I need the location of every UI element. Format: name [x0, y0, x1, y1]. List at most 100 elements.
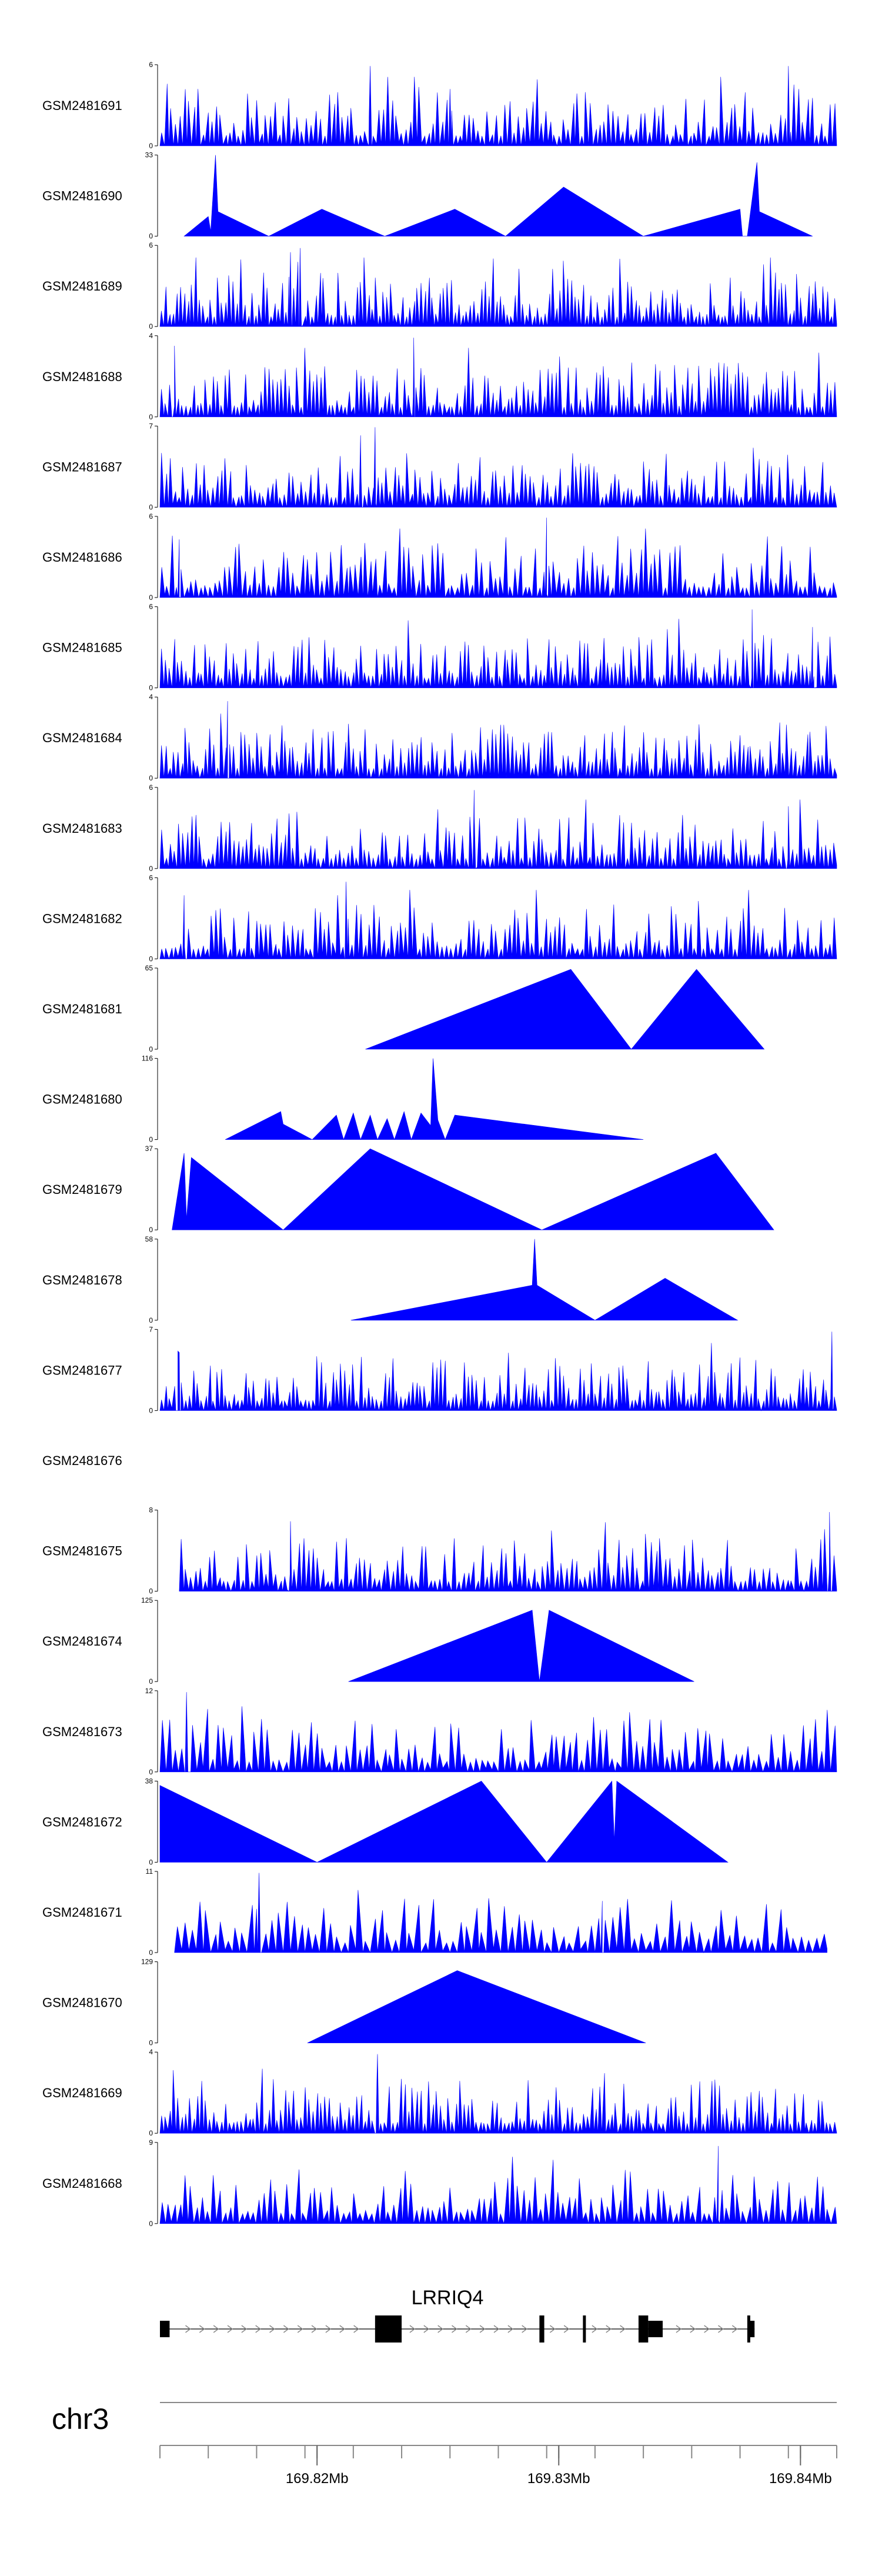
major-tick-label: 169.82Mb: [286, 2471, 349, 2487]
y-max-label: 6: [149, 512, 153, 520]
track-GSM2481671: GSM2481671 11 0: [42, 1867, 827, 1957]
y-min-label: 0: [149, 503, 153, 511]
coverage-area: [179, 1511, 837, 1592]
coverage-area: [172, 1148, 774, 1230]
track-label: GSM2481685: [42, 640, 122, 655]
track-label: GSM2481674: [42, 1634, 122, 1649]
y-min-label: 0: [149, 322, 153, 331]
exon-coding: [638, 2315, 649, 2343]
y-min-label: 0: [149, 1045, 153, 1053]
track-GSM2481674: GSM2481674 125 0: [42, 1596, 694, 1686]
strand-arrow: [311, 2325, 318, 2333]
track-GSM2481685: GSM2481685 6 0: [42, 603, 837, 692]
coverage-area: [350, 1239, 739, 1321]
track-GSM2481689: GSM2481689 6 0: [42, 241, 837, 331]
coverage-area: [159, 609, 837, 689]
strand-arrow: [493, 2325, 500, 2333]
track-label: GSM2481670: [42, 1996, 122, 2010]
strand-arrow: [353, 2325, 359, 2333]
strand-arrow: [522, 2325, 527, 2333]
exon-coding: [747, 2315, 750, 2343]
y-max-label: 58: [145, 1235, 153, 1243]
y-max-label: 8: [149, 1506, 153, 1514]
y-max-label: 12: [145, 1687, 153, 1695]
coverage-area: [159, 338, 837, 418]
track-GSM2481687: GSM2481687 7 0: [42, 422, 837, 511]
track-label: GSM2481676: [42, 1453, 122, 1468]
coverage-area: [183, 155, 813, 236]
y-min-label: 0: [149, 1948, 153, 1957]
track-GSM2481688: GSM2481688 4 0: [42, 332, 837, 421]
strand-arrow: [325, 2325, 332, 2333]
y-max-label: 6: [149, 603, 153, 611]
strand-arrow: [185, 2325, 191, 2333]
exon-coding: [583, 2315, 586, 2343]
strand-arrow: [339, 2325, 346, 2333]
track-label: GSM2481673: [42, 1724, 122, 1739]
track-GSM2481686: GSM2481686 6 0: [42, 512, 837, 602]
strand-arrow: [718, 2325, 724, 2333]
strand-arrow: [227, 2325, 233, 2333]
coverage-area: [159, 66, 837, 147]
strand-arrow: [704, 2325, 710, 2333]
major-tick-label: 169.83Mb: [527, 2471, 590, 2487]
track-GSM2481683: GSM2481683 6 0: [42, 783, 837, 873]
track-label: GSM2481671: [42, 1905, 122, 1920]
y-min-label: 0: [149, 1226, 153, 1234]
y-max-label: 4: [149, 2048, 153, 2056]
y-max-label: 6: [149, 241, 153, 249]
track-label: GSM2481683: [42, 821, 122, 836]
strand-arrow: [297, 2325, 303, 2333]
y-min-label: 0: [149, 2220, 153, 2228]
strand-arrow: [213, 2325, 219, 2333]
y-max-label: 33: [145, 151, 153, 159]
coverage-area: [159, 427, 837, 508]
y-max-label: 125: [141, 1596, 153, 1604]
y-min-label: 0: [149, 1136, 153, 1144]
coverage-area: [159, 518, 837, 599]
coverage-area: [159, 790, 837, 869]
y-min-label: 0: [149, 1858, 153, 1866]
exon-utr: [750, 2321, 755, 2337]
track-GSM2481678: GSM2481678 58 0: [42, 1235, 739, 1324]
track-label: GSM2481682: [42, 911, 122, 926]
track-GSM2481691: GSM2481691 6 0: [42, 61, 837, 150]
y-max-label: 65: [145, 964, 153, 972]
y-min-label: 0: [149, 2129, 153, 2137]
strand-arrow: [283, 2325, 289, 2333]
y-max-label: 37: [145, 1144, 153, 1153]
y-max-label: 38: [145, 1777, 153, 1785]
strand-arrow: [606, 2325, 612, 2333]
track-label: GSM2481688: [42, 369, 122, 384]
y-max-label: 4: [149, 693, 153, 701]
track-label: GSM2481675: [42, 1544, 122, 1559]
y-max-label: 7: [149, 422, 153, 430]
strand-arrow: [563, 2325, 570, 2333]
strand-arrow: [549, 2325, 556, 2333]
strand-arrow: [241, 2325, 248, 2333]
coverage-area: [159, 701, 837, 779]
track-label: GSM2481691: [42, 98, 122, 113]
y-min-label: 0: [149, 1587, 153, 1596]
y-max-label: 6: [149, 783, 153, 792]
y-max-label: 6: [149, 873, 153, 882]
y-min-label: 0: [149, 774, 153, 782]
coverage-area: [159, 248, 837, 327]
coverage-area: [348, 1610, 694, 1682]
exon-utr: [648, 2321, 663, 2337]
track-GSM2481677: GSM2481677 7 0: [42, 1325, 837, 1414]
track-label: GSM2481680: [42, 1092, 122, 1107]
strand-arrow: [465, 2325, 472, 2333]
track-label: GSM2481687: [42, 459, 122, 474]
y-min-label: 0: [149, 1768, 153, 1776]
exon-coding: [539, 2315, 544, 2343]
y-min-label: 0: [149, 1677, 153, 1686]
strand-arrow: [199, 2325, 205, 2333]
y-min-label: 0: [149, 684, 153, 692]
y-max-label: 4: [149, 332, 153, 340]
strand-arrow: [255, 2325, 261, 2333]
track-label: GSM2481672: [42, 1814, 122, 1829]
track-label: GSM2481668: [42, 2176, 122, 2191]
track-GSM2481684: GSM2481684 4 0: [42, 693, 837, 782]
